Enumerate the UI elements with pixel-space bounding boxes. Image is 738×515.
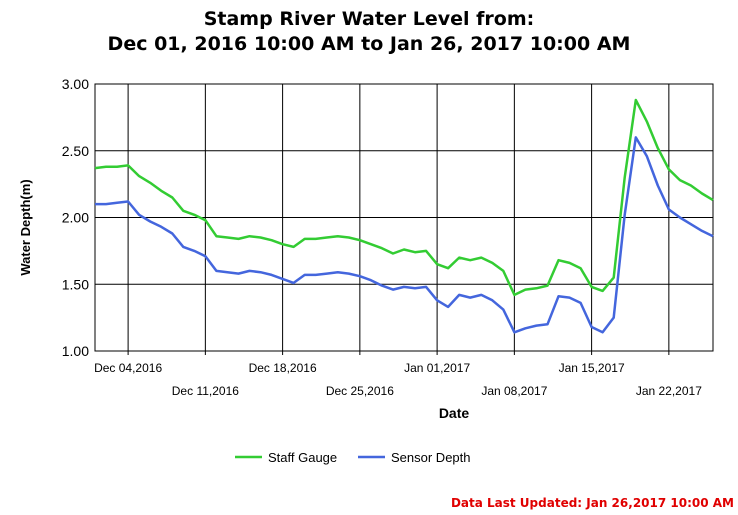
y-tick-label: 1.50 xyxy=(62,276,89,292)
y-tick-label: 3.00 xyxy=(62,76,89,92)
y-tick-label: 2.00 xyxy=(62,210,89,226)
legend-staff-gauge-label: Staff Gauge xyxy=(268,450,337,465)
x-tick-label: Jan 22,2017 xyxy=(636,384,702,398)
y-tick-label: 2.50 xyxy=(62,143,89,159)
series-line-sensor-depth xyxy=(95,136,714,334)
y-axis-title: Water Depth(m) xyxy=(18,179,33,275)
x-tick-label: Jan 15,2017 xyxy=(559,361,625,375)
x-tick-label: Jan 01,2017 xyxy=(404,361,470,375)
x-tick-label: Dec 25,2016 xyxy=(326,384,394,398)
x-tick-label: Dec 18,2016 xyxy=(249,361,317,375)
legend-sensor-depth-label: Sensor Depth xyxy=(391,450,471,465)
last-updated-note: Data Last Updated: Jan 26,2017 10:00 AM xyxy=(450,496,734,510)
x-axis-title: Date xyxy=(439,405,470,421)
water-level-chart: 1.00 1.50 2.00 2.50 3.00 Dec 04,2016 Dec 11,20… xyxy=(18,76,714,465)
series-line-staff-gauge xyxy=(94,98,714,297)
x-tick-label: Jan 08,2017 xyxy=(481,384,547,398)
x-tick-label: Dec 04,2016 xyxy=(94,361,162,375)
chart-title-line-2: Dec 01, 2016 10:00 AM to Jan 26, 2017 10… xyxy=(107,33,631,55)
x-tick-label: Dec 11,2016 xyxy=(172,384,239,398)
chart-title-line-1: Stamp River Water Level from: xyxy=(203,8,535,30)
y-tick-label: 1.00 xyxy=(62,343,89,359)
